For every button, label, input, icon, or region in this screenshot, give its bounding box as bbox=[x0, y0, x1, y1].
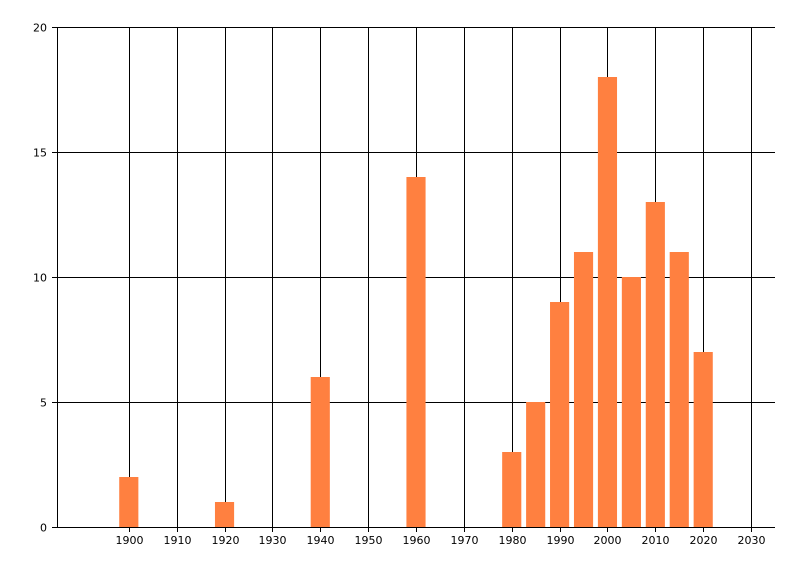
x-tick-label: 1950 bbox=[355, 534, 383, 547]
bar-2020 bbox=[693, 352, 713, 527]
bar-1980 bbox=[502, 452, 522, 527]
x-tick-label: 1990 bbox=[547, 534, 575, 547]
x-tick-label: 1920 bbox=[212, 534, 240, 547]
bar-1985 bbox=[526, 402, 546, 527]
y-tick-label: 15 bbox=[33, 147, 47, 160]
y-tick-label: 20 bbox=[33, 22, 47, 35]
x-tick-label: 1970 bbox=[451, 534, 479, 547]
x-tick-label: 1900 bbox=[116, 534, 144, 547]
bar-2010 bbox=[645, 202, 665, 527]
y-tick-label: 5 bbox=[40, 397, 47, 410]
x-tick-label: 2010 bbox=[642, 534, 670, 547]
x-tick-label: 1930 bbox=[259, 534, 287, 547]
bar-1990 bbox=[550, 302, 570, 527]
x-tick-label: 2030 bbox=[738, 534, 766, 547]
bar-2000 bbox=[597, 77, 618, 527]
bar-2005 bbox=[621, 277, 641, 527]
bar-1960 bbox=[406, 177, 426, 527]
y-tick-label: 0 bbox=[40, 522, 47, 535]
y-tick-label: 10 bbox=[33, 272, 47, 285]
x-tick-label: 1910 bbox=[164, 534, 192, 547]
x-tick-label: 2020 bbox=[690, 534, 718, 547]
y-tick-labels: 0 5 10 15 20 bbox=[33, 22, 47, 535]
bar-1995 bbox=[573, 252, 594, 527]
bar-2015 bbox=[669, 252, 689, 527]
x-tick-labels: 1900 1910 1920 1930 1940 1950 1960 1970 1980 1990… bbox=[116, 534, 766, 547]
bar-1940 bbox=[310, 377, 330, 527]
x-tick-label: 1960 bbox=[403, 534, 431, 547]
chart-axes bbox=[52, 27, 775, 532]
x-tick-label: 1940 bbox=[307, 534, 335, 547]
x-tick-label: 2000 bbox=[594, 534, 622, 547]
bar-1920 bbox=[214, 502, 235, 527]
chart-bars bbox=[119, 77, 713, 527]
x-tick-label: 1980 bbox=[499, 534, 527, 547]
bar-1900 bbox=[119, 477, 139, 527]
